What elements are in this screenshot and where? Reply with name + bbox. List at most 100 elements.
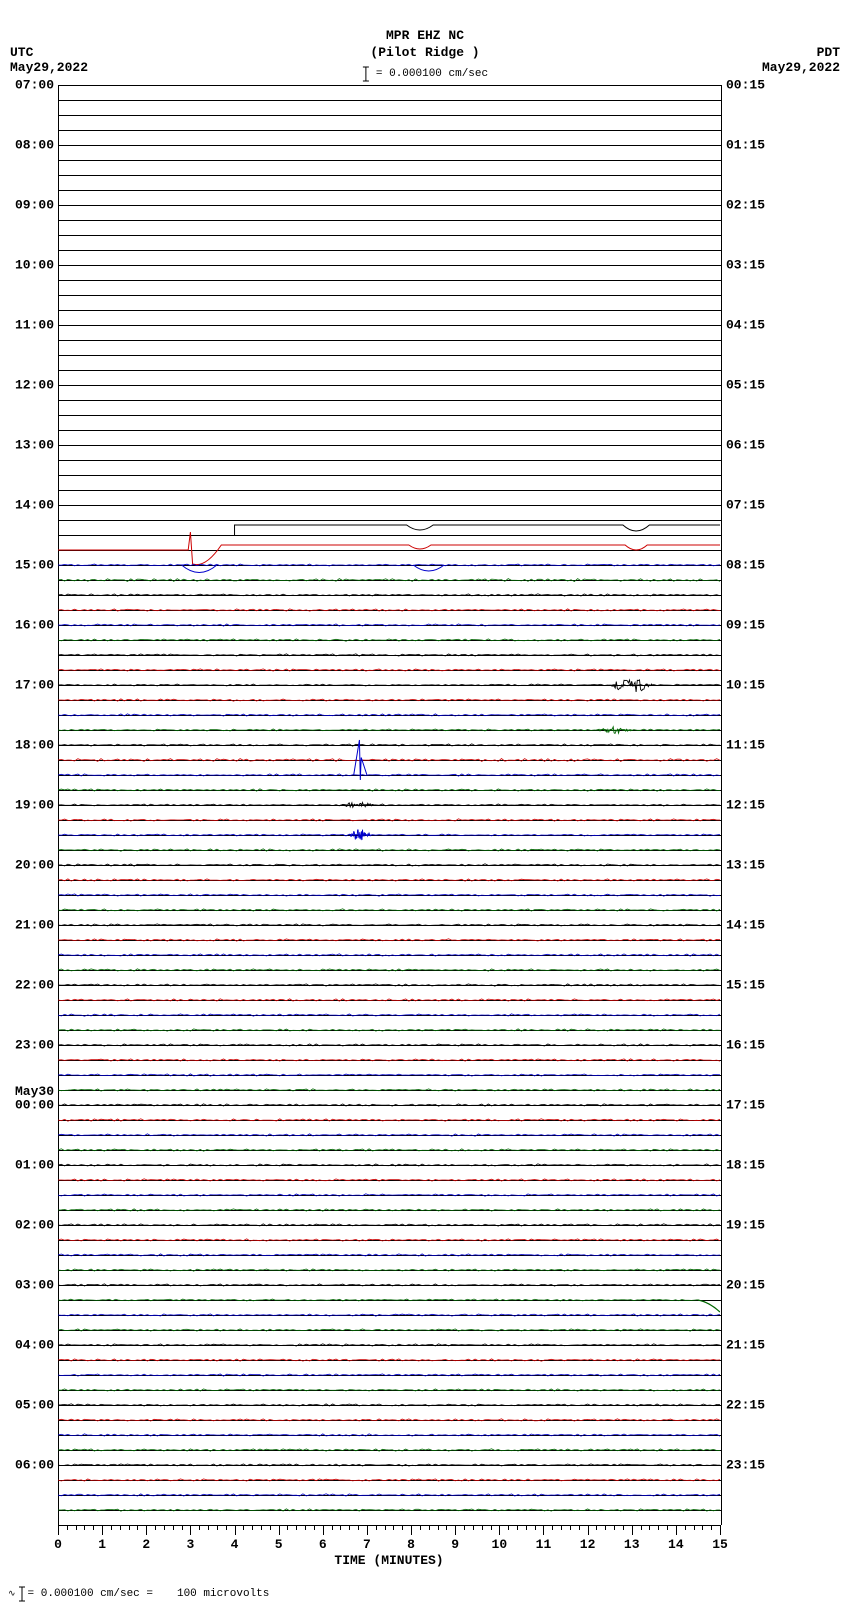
y-right-tick: 01:15	[726, 138, 786, 153]
trace-baseline	[59, 1330, 721, 1331]
x-major-tick	[720, 1525, 721, 1535]
trace-baseline	[59, 1195, 721, 1196]
x-major-tick	[676, 1525, 677, 1535]
x-minor-tick	[261, 1525, 262, 1530]
y-right-tick: 11:15	[726, 738, 786, 753]
y-left-tick: 05:00	[8, 1398, 54, 1413]
x-major-tick	[367, 1525, 368, 1535]
trace-baseline	[59, 1270, 721, 1271]
footer-prefix-mark: ∿	[8, 1589, 16, 1599]
trace-baseline	[59, 790, 721, 791]
x-tick-label: 0	[54, 1537, 62, 1552]
y-right-tick: 23:15	[726, 1458, 786, 1473]
trace-baseline	[59, 625, 721, 626]
y-right-tick: 06:15	[726, 438, 786, 453]
trace-baseline	[59, 655, 721, 656]
trace-baseline	[59, 1360, 721, 1361]
trace-baseline	[59, 700, 721, 701]
trace-baseline	[59, 250, 721, 251]
x-minor-tick	[84, 1525, 85, 1530]
x-minor-tick	[429, 1525, 430, 1530]
trace-baseline	[59, 220, 721, 221]
x-minor-tick	[376, 1525, 377, 1530]
x-major-tick	[279, 1525, 280, 1535]
y-right-tick: 12:15	[726, 798, 786, 813]
x-tick-label: 4	[231, 1537, 239, 1552]
trace-baseline	[59, 1165, 721, 1166]
trace-baseline	[59, 340, 721, 341]
x-minor-tick	[305, 1525, 306, 1530]
seismogram-container: MPR EHZ NC (Pilot Ridge ) = 0.000100 cm/…	[0, 0, 850, 1613]
trace-baseline	[59, 1375, 721, 1376]
x-minor-tick	[226, 1525, 227, 1530]
x-minor-tick	[402, 1525, 403, 1530]
trace-baseline	[59, 415, 721, 416]
y-right-tick: 05:15	[726, 378, 786, 393]
x-minor-tick	[561, 1525, 562, 1530]
y-right-tick: 22:15	[726, 1398, 786, 1413]
y-right-tick: 09:15	[726, 618, 786, 633]
trace-baseline	[59, 430, 721, 431]
x-minor-tick	[314, 1525, 315, 1530]
x-minor-tick	[111, 1525, 112, 1530]
trace-baseline	[59, 880, 721, 881]
x-minor-tick	[93, 1525, 94, 1530]
trace-baseline	[59, 1225, 721, 1226]
x-tick-label: 14	[668, 1537, 684, 1552]
trace-baseline	[59, 1480, 721, 1481]
y-left-tick: 02:00	[8, 1218, 54, 1233]
x-minor-tick	[667, 1525, 668, 1530]
y-right-tick: 17:15	[726, 1098, 786, 1113]
x-minor-tick	[596, 1525, 597, 1530]
trace-baseline	[59, 835, 721, 836]
x-minor-tick	[332, 1525, 333, 1530]
trace-baseline	[59, 1390, 721, 1391]
x-minor-tick	[393, 1525, 394, 1530]
trace-baseline	[59, 1300, 721, 1301]
trace-baseline	[59, 400, 721, 401]
x-minor-tick	[420, 1525, 421, 1530]
trace-baseline	[59, 175, 721, 176]
trace-baseline	[59, 1255, 721, 1256]
y-left-tick: 03:00	[8, 1278, 54, 1293]
trace-baseline	[59, 670, 721, 671]
trace-baseline	[59, 610, 721, 611]
y-right-tick: 14:15	[726, 918, 786, 933]
y-left-tick: 20:00	[8, 858, 54, 873]
trace-baseline	[59, 1045, 721, 1046]
tz-left-label: UTC	[10, 45, 33, 60]
trace-baseline	[59, 805, 721, 806]
trace-baseline	[59, 745, 721, 746]
x-minor-tick	[129, 1525, 130, 1530]
y-left-tick: 18:00	[8, 738, 54, 753]
footer-scale-bar-icon	[18, 1585, 26, 1603]
trace-baseline	[59, 505, 721, 506]
scale-indicator: = 0.000100 cm/sec	[362, 65, 488, 83]
x-minor-tick	[252, 1525, 253, 1530]
y-right-tick: 21:15	[726, 1338, 786, 1353]
x-minor-tick	[173, 1525, 174, 1530]
x-minor-tick	[482, 1525, 483, 1530]
x-minor-tick	[508, 1525, 509, 1530]
x-tick-label: 2	[142, 1537, 150, 1552]
x-minor-tick	[137, 1525, 138, 1530]
x-minor-tick	[349, 1525, 350, 1530]
x-major-tick	[499, 1525, 500, 1535]
footer-text-1: = 0.000100 cm/sec =	[28, 1588, 153, 1600]
y-left-tick: 12:00	[8, 378, 54, 393]
y-right-tick: 10:15	[726, 678, 786, 693]
trace-baseline	[59, 685, 721, 686]
trace-baseline	[59, 925, 721, 926]
x-minor-tick	[217, 1525, 218, 1530]
trace-baseline	[59, 1285, 721, 1286]
x-minor-tick	[473, 1525, 474, 1530]
trace-baseline	[59, 355, 721, 356]
x-minor-tick	[243, 1525, 244, 1530]
x-minor-tick	[526, 1525, 527, 1530]
trace-baseline	[59, 280, 721, 281]
y-right-tick: 03:15	[726, 258, 786, 273]
x-tick-label: 9	[451, 1537, 459, 1552]
trace-baseline	[59, 820, 721, 821]
x-minor-tick	[711, 1525, 712, 1530]
x-major-tick	[235, 1525, 236, 1535]
